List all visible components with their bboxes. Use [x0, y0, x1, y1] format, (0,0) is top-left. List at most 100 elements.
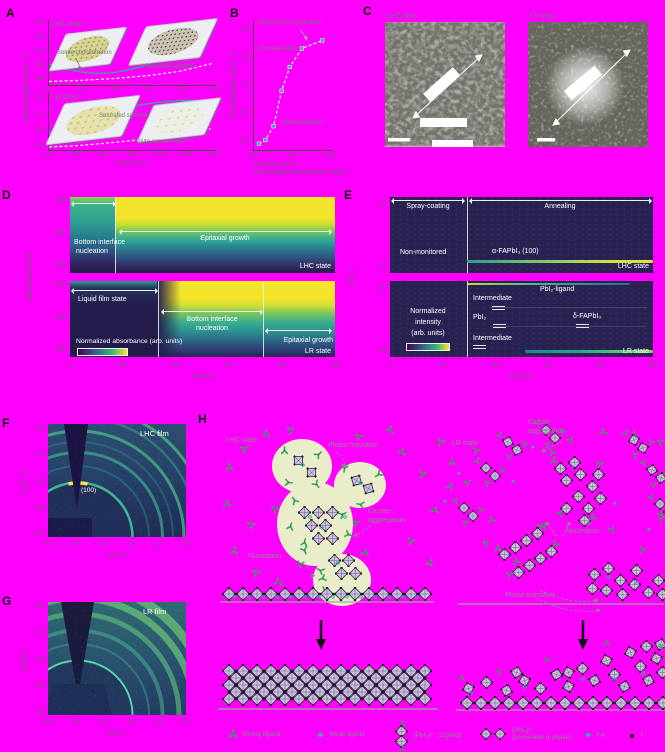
e-colorbar-label-1: Normalized	[410, 308, 446, 315]
pbi2-lines	[493, 324, 506, 326]
strong-ligand-icon	[498, 465, 507, 474]
h-left-phase-transition-label: Phase transition	[328, 442, 379, 449]
a-lr-solubility-label: Saturated solubility	[99, 113, 150, 119]
octahedron-icon	[488, 696, 502, 710]
octahedron-icon	[278, 587, 292, 601]
iodide-icon	[630, 734, 634, 738]
dashed-arrow-icon	[545, 521, 557, 537]
c-lhc-tem-image	[385, 22, 505, 147]
g-title: LR film	[143, 607, 167, 616]
fa-cation-icon	[640, 671, 645, 675]
tick-label: 1.0	[126, 541, 135, 547]
octahedron-icon	[576, 662, 589, 675]
h-schematic	[218, 418, 665, 711]
tick-label: 1.5	[154, 541, 163, 547]
span-arrow-icon	[119, 229, 332, 235]
fa-cation-icon	[386, 595, 391, 599]
a-lhc-plot: LHC drop Solute concentration Saturated …	[48, 18, 219, 86]
dashed-arrow-icon	[541, 441, 563, 453]
legend-pbi6-ligand: [PbI₆]⁴⁻ (Ligand)	[414, 732, 462, 739]
diffraction-line	[467, 282, 630, 285]
octahedron-icon	[264, 587, 278, 601]
weak-ligand-icon	[531, 445, 535, 449]
octahedron-icon	[404, 587, 418, 601]
tick-label: 0.0	[35, 531, 44, 537]
octahedron-icon	[236, 587, 250, 601]
phase-divider	[115, 197, 116, 273]
span-arrow-icon	[71, 288, 158, 294]
e-lr-state-label: LR state	[622, 348, 649, 355]
g-x-ticks: -0.5 0.0 0.5 1.0 1.5 2.0	[40, 719, 194, 725]
octahedron-icon	[600, 696, 614, 710]
phase-divider	[467, 281, 468, 357]
d-lhc-y-ticks: 400 600 800	[44, 198, 66, 270]
tick-label: 0.5	[99, 541, 108, 547]
tick-label: 0.0	[43, 152, 53, 158]
octahedron-icon	[572, 696, 586, 710]
tick-label: 0.6	[35, 127, 44, 133]
span-arrow-icon	[265, 328, 332, 334]
phase-divider	[467, 197, 468, 273]
tick-label: 0.6	[35, 62, 44, 68]
a-lr-title: LR drop	[52, 94, 77, 101]
octahedron-icon	[654, 498, 665, 510]
octahedron-icon	[588, 568, 601, 581]
d-colorbar-label: Normalized absorbance (arb. units)	[76, 338, 183, 345]
tick-label: 1.2	[144, 87, 153, 93]
strong-ligand-icon	[655, 510, 664, 518]
tick-label: 1.0	[35, 656, 44, 663]
octahedron-icon	[554, 462, 567, 475]
fa-cation-icon	[522, 685, 527, 689]
tick-label: 1.0	[35, 478, 44, 485]
octahedron-icon	[628, 696, 642, 710]
octahedron-icon	[467, 510, 479, 522]
tick-label: 10	[379, 285, 386, 291]
octahedron-icon	[418, 587, 432, 601]
e-alpha-phase-label: α-FAPbI₃ (100)	[492, 248, 539, 255]
e-anneal-label: Annealing	[544, 203, 576, 210]
e-lhc-y-ticks: 10 13	[368, 201, 386, 271]
octahedron-icon	[544, 696, 558, 710]
fa-cation-icon	[302, 595, 307, 599]
fa-cation-icon	[288, 595, 293, 599]
b-x-ticks: 0.0 0.4 0.8	[245, 153, 339, 159]
e-spray-label: Spray-coating	[406, 203, 450, 210]
strong-ligand-icon	[405, 535, 416, 546]
strong-ligand-icon	[484, 480, 491, 487]
a-lr-late-substrate	[136, 97, 222, 143]
octahedron-icon	[614, 574, 627, 587]
panel-label-e: E	[344, 188, 353, 202]
data-point-marker	[256, 141, 261, 146]
d-lhc-nucleation-label2: nucleation	[76, 248, 108, 255]
tick-label: 0.2	[99, 152, 108, 158]
strong-ligand-icon	[385, 425, 396, 436]
a-lr-plot: LR drop Saturated solubility Solute conc…	[45, 93, 222, 151]
diffraction-line	[467, 260, 653, 263]
d-x-axis-label: Time (s)	[190, 373, 214, 380]
strong-ligand-icon	[239, 443, 250, 454]
octahedron-icon	[523, 559, 536, 572]
solvent-blob	[334, 462, 386, 508]
octahedron-icon	[480, 462, 492, 474]
tick-label: 2.0	[35, 604, 44, 610]
tick-label: 0.0	[71, 719, 80, 725]
a-lr-solute-label: Solute concentration	[133, 139, 188, 145]
tick-label: -0.5	[42, 541, 54, 547]
strong-ligand-icon	[397, 447, 408, 458]
tick-label: 2.0	[35, 426, 44, 432]
tick-label: 2.0	[240, 27, 249, 33]
tick-label: 0	[68, 363, 72, 369]
fa-cation-icon	[606, 575, 611, 579]
phase-divider	[158, 281, 159, 357]
b-x-axis-label-1: Volume ratio of	[253, 161, 297, 168]
f-x-ticks: -0.5 0.0 0.5 1.0 1.5 2.0	[40, 541, 194, 547]
strong-ligand-icon	[565, 436, 574, 444]
strong-ligand-icon	[445, 481, 455, 491]
fa-cation-icon	[260, 595, 265, 599]
strong-ligand-icon	[495, 667, 504, 676]
phase-divider	[263, 281, 264, 357]
strong-ligand-icon	[221, 499, 232, 510]
octahedron-icon	[586, 480, 599, 493]
tick-label: -0.5	[42, 719, 54, 725]
